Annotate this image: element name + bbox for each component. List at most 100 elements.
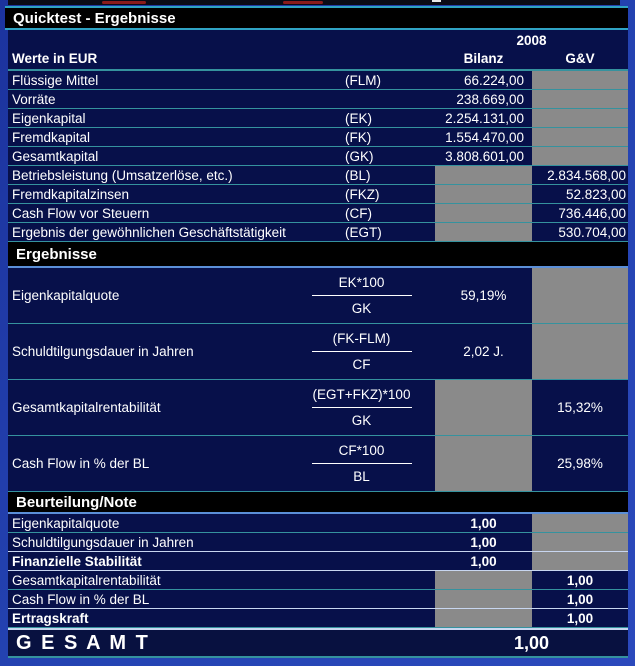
formula: (EGT+FKZ)*100 GK: [288, 380, 435, 435]
rating-row: Eigenkapitalquote 1,00: [8, 514, 628, 533]
row-label: Vorräte: [12, 91, 56, 107]
bilanz-result-cell: 2,02 J.: [463, 344, 504, 359]
guv-cell[interactable]: 2.834.568,00: [547, 167, 626, 183]
bilanz-column-header: Bilanz: [463, 51, 504, 66]
ratio-row: Eigenkapitalquote EK*100 GK 59,19%: [8, 268, 628, 324]
row-label: Betriebsleistung (Umsatzerlöse, etc.): [12, 167, 233, 183]
bilanz-cell-blocked: [435, 571, 532, 589]
section-header-ergebnisse: Ergebnisse: [8, 242, 628, 268]
row-code: (GK): [345, 148, 374, 164]
bilanz-cell[interactable]: 1.554.470,00: [445, 129, 524, 145]
guv-cell-blocked: [532, 533, 628, 551]
bilanz-cell[interactable]: 238.669,00: [456, 91, 524, 107]
row-label: Eigenkapitalquote: [12, 515, 120, 531]
row-label: Gesamtkapitalrentabilität: [12, 400, 161, 415]
guv-result-cell: 15,32%: [557, 400, 603, 415]
red-artifact: [102, 1, 146, 4]
row-label: Flüssige Mittel: [12, 72, 99, 88]
guv-cell[interactable]: 52.823,00: [565, 186, 626, 202]
sheet: 2008 Werte in EUR Bilanz G&V Flüssige Mi…: [8, 30, 628, 658]
section-header-beurteilung: Beurteilung/Note: [8, 492, 628, 514]
bilanz-cell-blocked: [435, 436, 532, 491]
row-label: Ertragskraft: [12, 610, 89, 626]
guv-cell-blocked: [532, 324, 628, 379]
bilanz-cell[interactable]: 66.224,00: [463, 72, 524, 88]
row-label: Fremdkapital: [12, 129, 91, 145]
bilanz-cell-blocked: [435, 609, 532, 627]
guv-result-cell: 25,98%: [557, 456, 603, 471]
guv-cell-blocked: [532, 268, 628, 323]
bilanz-rating-cell: 1,00: [470, 515, 497, 531]
bilanz-cell-blocked: [435, 590, 532, 608]
bilanz-rating-cell: 1,00: [470, 553, 497, 569]
table-row: Fremdkapitalzinsen (FKZ) 52.823,00: [8, 185, 628, 204]
window-artifact-strip: [0, 0, 635, 6]
bilanz-rating-cell: 1,00: [470, 534, 497, 550]
gesamt-label: G E S A M T: [16, 632, 150, 654]
white-artifact: [432, 0, 441, 2]
rating-row-summary: Ertragskraft 1,00: [8, 609, 628, 628]
guv-rating-cell: 1,00: [566, 591, 594, 607]
table-row: Vorräte 238.669,00: [8, 90, 628, 109]
row-label: Schuldtilgungsdauer in Jahren: [12, 534, 194, 550]
table-row: Betriebsleistung (Umsatzerlöse, etc.) (B…: [8, 166, 628, 185]
fraction-line: [311, 295, 412, 296]
row-code: (BL): [345, 167, 371, 183]
gesamt-value: 1,00: [513, 633, 550, 653]
row-code: (FLM): [345, 72, 381, 88]
bilanz-cell-blocked: [435, 223, 532, 241]
guv-cell-blocked: [532, 552, 628, 570]
row-code: [345, 90, 435, 108]
row-code: (CF): [345, 205, 372, 221]
rating-row: Cash Flow in % der BL 1,00: [8, 590, 628, 609]
row-label: Eigenkapital: [12, 110, 86, 126]
row-label: Finanzielle Stabilität: [12, 553, 142, 569]
fraction-line: [311, 351, 412, 352]
bilanz-cell-blocked: [435, 380, 532, 435]
gesamt-row: G E S A M T 1,00: [8, 628, 628, 658]
formula-denominator: BL: [353, 469, 370, 484]
guv-cell-blocked: [532, 71, 628, 89]
bilanz-cell-blocked: [435, 166, 532, 184]
formula: (FK-FLM) CF: [288, 324, 435, 379]
fraction-line: [311, 463, 412, 464]
row-label: Cash Flow vor Steuern: [12, 205, 150, 221]
row-code: (EGT): [345, 224, 382, 240]
row-label: Schuldtilgungsdauer in Jahren: [12, 344, 194, 359]
rating-row: Gesamtkapitalrentabilität 1,00: [8, 571, 628, 590]
guv-cell[interactable]: 530.704,00: [558, 224, 626, 240]
ratio-row: Gesamtkapitalrentabilität (EGT+FKZ)*100 …: [8, 380, 628, 436]
formula-numerator: (FK-FLM): [332, 331, 391, 346]
guv-cell[interactable]: 736.446,00: [558, 205, 626, 221]
table-row: Cash Flow vor Steuern (CF) 736.446,00: [8, 204, 628, 223]
formula-denominator: CF: [352, 357, 371, 372]
formula-numerator: EK*100: [338, 275, 385, 290]
row-label: Cash Flow in % der BL: [12, 456, 150, 471]
row-label: Cash Flow in % der BL: [12, 591, 150, 607]
formula-numerator: (EGT+FKZ)*100: [312, 387, 411, 402]
row-code: (FKZ): [345, 186, 380, 202]
row-code: (EK): [345, 110, 372, 126]
bilanz-cell[interactable]: 2.254.131,00: [445, 110, 524, 126]
row-label: Ergebnis der gewöhnlichen Geschäftstätig…: [12, 224, 286, 240]
bilanz-cell[interactable]: 3.808.601,00: [445, 148, 524, 164]
rating-row: Schuldtilgungsdauer in Jahren 1,00: [8, 533, 628, 552]
row-code: (FK): [345, 129, 372, 145]
guv-cell-blocked: [532, 128, 628, 146]
guv-cell-blocked: [532, 109, 628, 127]
bilanz-cell-blocked: [435, 204, 532, 222]
guv-rating-cell: 1,00: [566, 572, 594, 588]
formula-denominator: GK: [351, 413, 372, 428]
guv-cell-blocked: [532, 514, 628, 532]
row-label: Gesamtkapital: [12, 148, 99, 164]
table-header: 2008 Werte in EUR Bilanz G&V: [8, 30, 628, 71]
guv-cell-blocked: [532, 147, 628, 165]
formula: CF*100 BL: [288, 436, 435, 491]
row-label: Eigenkapitalquote: [12, 288, 120, 303]
table-row: Flüssige Mittel (FLM) 66.224,00: [8, 71, 628, 90]
row-label: Fremdkapitalzinsen: [12, 186, 130, 202]
fraction-line: [311, 407, 412, 408]
table-row: Ergebnis der gewöhnlichen Geschäftstätig…: [8, 223, 628, 242]
table-row: Eigenkapital (EK) 2.254.131,00: [8, 109, 628, 128]
